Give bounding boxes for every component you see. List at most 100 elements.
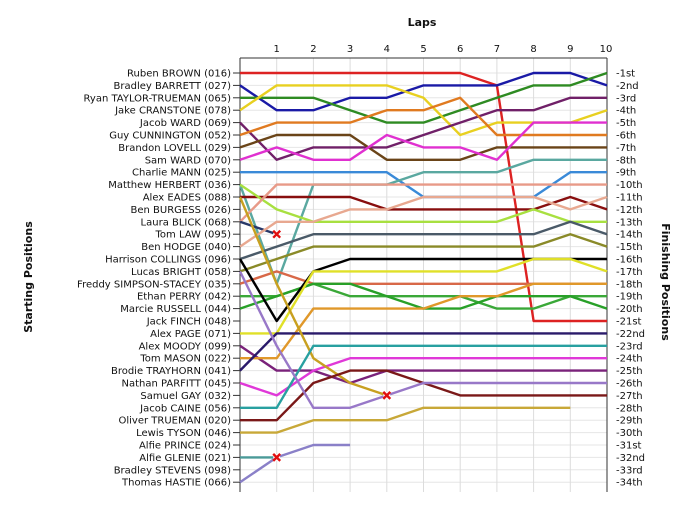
series-line-2 bbox=[239, 71, 608, 112]
start-position-label: Matthew HERBERT (036) bbox=[108, 180, 231, 191]
x-tick-label: 9 bbox=[567, 44, 573, 55]
finish-position-label: -22nd bbox=[616, 329, 645, 340]
x-tick-label: 10 bbox=[600, 44, 613, 55]
series-line-30 bbox=[240, 406, 571, 434]
finish-position-label: -21st bbox=[616, 317, 642, 328]
finish-position-label: -9th bbox=[616, 168, 636, 179]
finish-position-label: -31st bbox=[616, 441, 642, 452]
series-line-22 bbox=[240, 257, 608, 335]
finish-position-label: -34th bbox=[616, 478, 643, 489]
series-line-27 bbox=[238, 196, 388, 397]
finish-position-label: -18th bbox=[616, 279, 643, 290]
y-axis-left-title: Starting Positions bbox=[22, 221, 35, 333]
start-position-label: Samuel GAY (032) bbox=[140, 391, 231, 402]
y-axis-right-title: Finishing Positions bbox=[659, 223, 672, 341]
finish-position-label: -12th bbox=[616, 205, 643, 216]
start-position-label: Lucas BRIGHT (058) bbox=[131, 267, 231, 278]
finish-position-label: -2nd bbox=[616, 81, 639, 92]
start-position-label: Brandon LOVELL (029) bbox=[118, 143, 231, 154]
start-position-label: Lewis TYSON (046) bbox=[136, 428, 231, 439]
start-position-label: Tom MASON (022) bbox=[139, 354, 231, 365]
finish-position-label: -3rd bbox=[616, 93, 636, 104]
start-position-label: Freddy SIMPSON-STACEY (035) bbox=[77, 279, 231, 290]
start-position-label: Jacob WARD (069) bbox=[139, 118, 231, 129]
finish-position-label: -5th bbox=[616, 118, 636, 129]
finish-position-label: -20th bbox=[616, 304, 643, 315]
start-position-label: Alfie PRINCE (024) bbox=[139, 441, 231, 452]
retirement-marker bbox=[382, 391, 392, 400]
series-line-33 bbox=[238, 270, 607, 409]
start-position-label: Ben BURGESS (026) bbox=[131, 205, 232, 216]
series-line-6 bbox=[239, 96, 607, 137]
finish-position-label: -1st bbox=[616, 69, 635, 80]
start-position-label: Charlie MANN (025) bbox=[132, 168, 231, 179]
retirement-marker-stroke bbox=[382, 391, 392, 400]
retirement-marker bbox=[272, 229, 282, 239]
start-position-label: Harrison COLLINGS (096) bbox=[105, 255, 231, 266]
finish-position-label: -11th bbox=[616, 193, 643, 204]
series-line-11 bbox=[240, 195, 608, 211]
finish-position-label: -27th bbox=[616, 391, 643, 402]
retirement-marker bbox=[272, 453, 282, 462]
finish-position-label: -10th bbox=[616, 180, 643, 191]
finish-position-label: -7th bbox=[616, 143, 636, 154]
series-line-12 bbox=[239, 183, 607, 224]
start-position-label: Ethan PERRY (042) bbox=[137, 292, 231, 303]
finish-position-label: -33rd bbox=[616, 465, 643, 476]
series-line-23 bbox=[239, 344, 607, 385]
finish-position-label: -13th bbox=[616, 217, 643, 228]
start-position-label: Alex EADES (088) bbox=[143, 193, 231, 204]
finish-position-label: -19th bbox=[616, 292, 643, 303]
retirement-markers bbox=[272, 229, 392, 462]
retirement-marker-stroke bbox=[272, 229, 282, 239]
series-line-34 bbox=[239, 443, 351, 484]
x-tick-label: 8 bbox=[530, 44, 536, 55]
x-tick-label: 3 bbox=[347, 44, 353, 55]
start-position-label: Alfie GLENIE (021) bbox=[139, 453, 231, 464]
x-tick-label: 5 bbox=[420, 44, 426, 55]
start-position-label: Brodie TRAYHORN (041) bbox=[111, 366, 231, 377]
finish-position-label: -30th bbox=[616, 428, 643, 439]
finish-position-label: -15th bbox=[616, 242, 643, 253]
x-tick-label: 1 bbox=[274, 44, 280, 55]
start-position-label: Jake CRANSTONE (078) bbox=[114, 106, 231, 117]
start-position-label: Ben HODGE (040) bbox=[141, 242, 231, 253]
start-position-label: Jacob CAINE (056) bbox=[139, 403, 231, 414]
finish-position-label: -16th bbox=[616, 255, 643, 266]
x-tick-label: 7 bbox=[494, 44, 500, 55]
series-line-26 bbox=[239, 357, 607, 397]
series-line-7 bbox=[239, 133, 607, 162]
series-line-16 bbox=[239, 220, 608, 261]
series-line-15 bbox=[239, 195, 608, 248]
finish-position-label: -8th bbox=[616, 155, 636, 166]
x-axis-title: Laps bbox=[408, 16, 437, 29]
start-position-label: Laura BLICK (068) bbox=[141, 217, 232, 228]
start-position-label: Bradley STEVENS (098) bbox=[114, 465, 231, 476]
finish-position-label: -29th bbox=[616, 416, 643, 427]
finish-position-label: -23rd bbox=[616, 341, 643, 352]
start-position-label: Thomas HASTIE (066) bbox=[121, 478, 231, 489]
label-layer: 1 2 3 4 5 6 7 8 9 10 Ruben BROWN (016)Bradley BARR… bbox=[77, 44, 645, 489]
finish-position-label: -25th bbox=[616, 366, 643, 377]
series-line-8 bbox=[239, 121, 607, 162]
finish-position-label: -28th bbox=[616, 403, 643, 414]
series-line-3 bbox=[240, 71, 608, 124]
finish-position-label: -4th bbox=[616, 106, 636, 117]
series-layer bbox=[238, 71, 608, 484]
finish-position-label: -24th bbox=[616, 354, 643, 365]
retirement-marker-stroke bbox=[272, 453, 282, 462]
start-position-label: Nathan PARFITT (045) bbox=[121, 379, 231, 390]
finish-position-label: -17th bbox=[616, 267, 643, 278]
start-position-label: Ryan TAYLOR-TRUEMAN (065) bbox=[84, 93, 232, 104]
series-line-24 bbox=[240, 282, 607, 360]
series-line-13 bbox=[239, 183, 607, 223]
start-position-label: Guy CUNNINGTON (052) bbox=[109, 131, 231, 142]
start-position-label: Alex PAGE (071) bbox=[150, 329, 231, 340]
start-position-label: Alex MOODY (099) bbox=[139, 341, 231, 352]
series-line-5 bbox=[239, 96, 607, 162]
finish-position-label: -32nd bbox=[616, 453, 645, 464]
series-line-28 bbox=[240, 344, 607, 409]
start-position-label: Bradley BARRETT (027) bbox=[114, 81, 232, 92]
